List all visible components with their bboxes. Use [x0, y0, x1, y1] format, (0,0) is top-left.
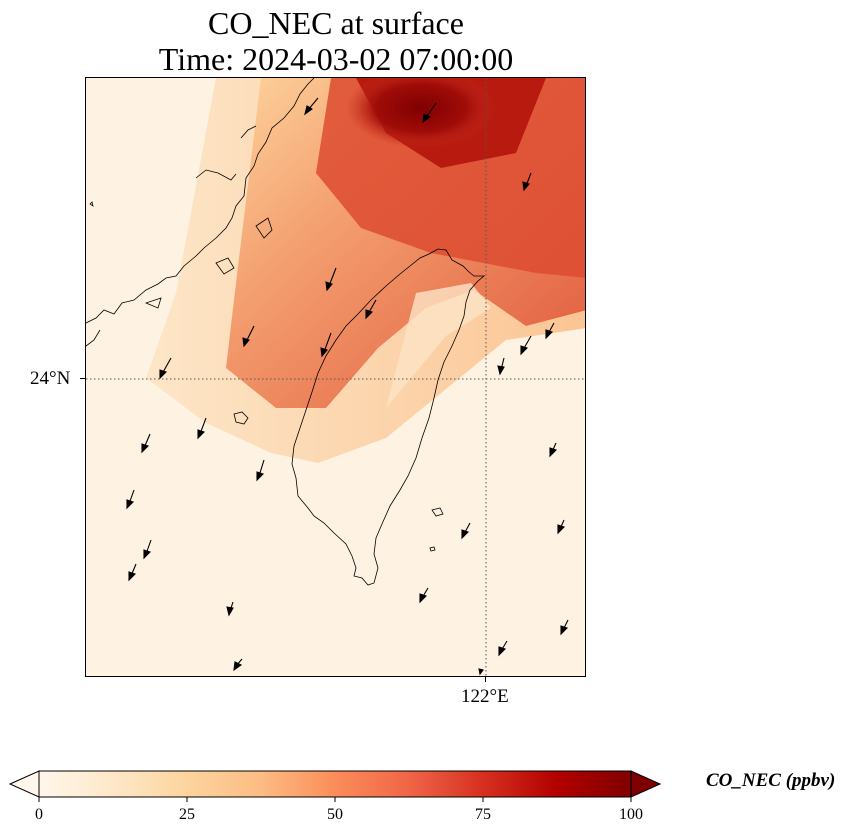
chart-title-line-1: CO_NEC at surface — [208, 5, 464, 41]
colorbar-label: CO_NEC (ppbv) — [706, 770, 836, 791]
coastlines — [86, 78, 486, 586]
wind-arrow — [545, 322, 555, 340]
wind-arrow — [520, 335, 532, 356]
wind-arrow — [461, 522, 471, 540]
wind-arrow — [143, 539, 152, 560]
colorbar-tick-label: 50 — [327, 806, 343, 823]
wind-arrow — [498, 640, 508, 657]
wind-arrow — [141, 433, 151, 454]
colorbar-ticks — [38, 797, 632, 802]
longitude-label: 122°E — [461, 686, 509, 707]
colorbar-gradient — [38, 770, 632, 798]
latitude-tick — [80, 378, 85, 379]
latitude-label: 24°N — [30, 368, 71, 389]
colorbar-tick-label: 75 — [475, 806, 491, 823]
china-coastline — [86, 78, 315, 347]
wind-arrow — [419, 587, 429, 604]
wind-arrow — [560, 619, 569, 636]
wind-arrow — [128, 563, 137, 582]
wind-arrow — [325, 267, 337, 292]
wind-arrow — [242, 325, 255, 348]
wind-arrow — [549, 442, 558, 458]
colorbar-tick-label: 100 — [619, 806, 643, 823]
colorbar-extend-high — [630, 770, 662, 798]
island-small-1 — [431, 507, 444, 517]
wind-arrow — [422, 102, 437, 124]
wind-arrow — [478, 668, 484, 676]
wind-arrow — [256, 459, 265, 482]
clean-air-wedge — [386, 283, 491, 408]
map-canvas — [86, 78, 585, 676]
wind-arrow — [159, 357, 172, 380]
wind-arrow — [126, 489, 135, 510]
colorbar-tick-label: 25 — [179, 806, 195, 823]
wind-arrow — [320, 332, 332, 358]
wind-arrow — [197, 417, 207, 440]
taiwan-coastline — [291, 248, 486, 586]
wind-arrow — [497, 357, 505, 376]
colorbar-extend-low — [8, 770, 40, 798]
penghu-islands — [233, 411, 249, 425]
wind-arrow — [226, 601, 234, 617]
map-panel — [85, 77, 586, 677]
island-far-west — [89, 201, 94, 207]
plume-max — [346, 78, 496, 148]
wind-arrow — [304, 97, 319, 116]
wind-arrow — [522, 172, 532, 192]
longitude-tick — [485, 677, 486, 682]
wind-arrow — [233, 658, 243, 672]
chart-title-line-2: Time: 2024-03-02 07:00:00 — [158, 41, 514, 77]
colorbar-tick-label: 0 — [35, 806, 43, 823]
wind-arrow — [365, 299, 377, 320]
wind-arrow — [557, 519, 566, 535]
colorbar — [8, 770, 662, 802]
wind-vectors — [126, 97, 569, 676]
island-small-2 — [429, 546, 436, 552]
